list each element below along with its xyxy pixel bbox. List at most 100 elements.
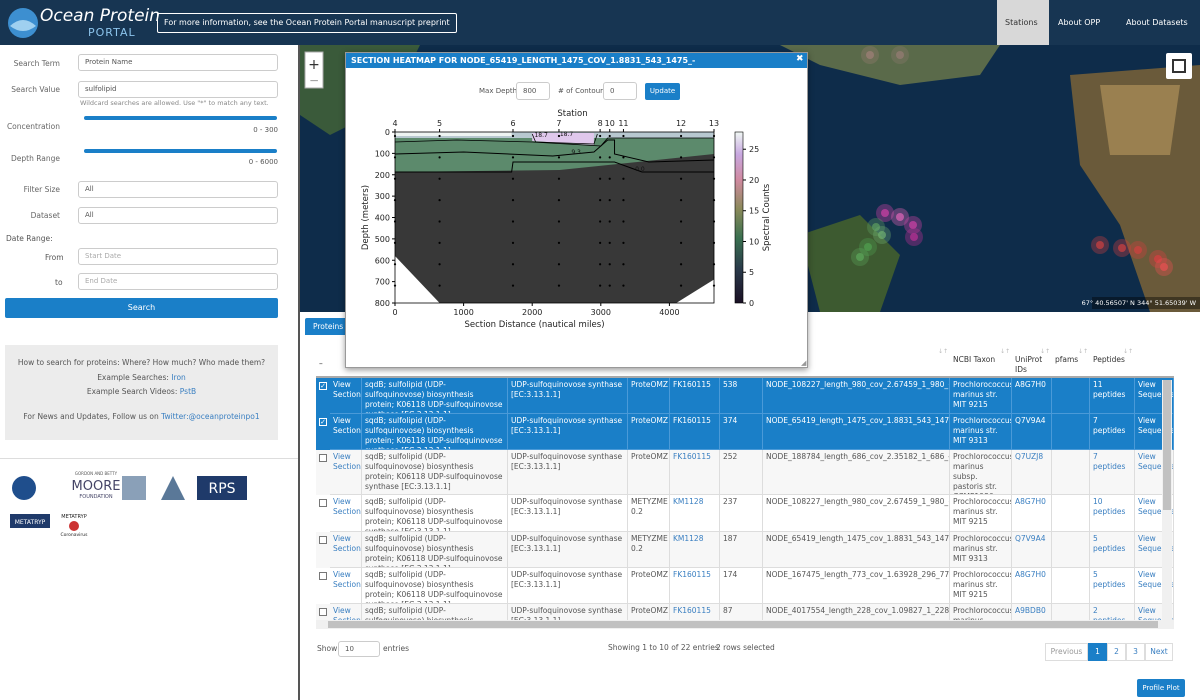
table-cell[interactable]: Q7V9A4 (1012, 414, 1052, 450)
row-checkbox[interactable] (319, 572, 327, 580)
row-checkbox[interactable]: ✓ (319, 382, 327, 390)
page-previous[interactable]: Previous (1045, 643, 1088, 661)
table-cell: Prochlorococcus marinus str. MIT 9215 (950, 495, 1012, 532)
table-cell[interactable]: A8G7H0 (1012, 495, 1052, 532)
table-cell[interactable]: 10 peptides (1090, 495, 1135, 532)
table-cell[interactable]: View Section (330, 414, 362, 450)
v-scrollbar[interactable] (1162, 380, 1172, 620)
colorbar-tick-label: 5 (749, 268, 754, 277)
sample-dot (679, 134, 683, 138)
table-cell[interactable]: KM1128 (670, 532, 720, 568)
resize-handle[interactable]: ◢ (801, 359, 807, 367)
table-cell[interactable]: View Sequence (1135, 604, 1174, 620)
table-cell[interactable]: View Sequence (1135, 495, 1174, 532)
table-cell: 174 (720, 568, 763, 604)
table-cell[interactable]: FK160115 (670, 604, 720, 620)
row-checkbox[interactable]: ✓ (319, 418, 327, 426)
table-cell: sqdB; sulfolipid (UDP-sulfoquinovose) bi… (362, 450, 508, 495)
select[interactable]: All (78, 207, 278, 224)
close-button[interactable]: ✖ (796, 54, 804, 64)
row-checkbox[interactable] (319, 608, 327, 616)
h-scrollbar[interactable] (316, 620, 1174, 629)
mask (676, 279, 714, 303)
help-box: How to search for proteins: Where? How m… (5, 345, 278, 440)
row-checkbox[interactable] (319, 499, 327, 507)
table-cell[interactable]: 5 peptides (1090, 568, 1135, 604)
nav-tab[interactable]: About OPP (1058, 18, 1101, 27)
nav-tab[interactable]: About Datasets (1126, 18, 1188, 27)
link[interactable]: PstB (179, 387, 197, 396)
input[interactable]: sulfolipid (78, 81, 278, 98)
slider[interactable] (84, 116, 277, 120)
update-button[interactable]: Update (645, 83, 680, 100)
nav-tab[interactable]: Stations (997, 0, 1049, 45)
link[interactable]: Twitter: (161, 412, 189, 421)
table-cell[interactable]: View Sequence (1135, 450, 1174, 495)
tab[interactable]: Proteins F (305, 318, 355, 335)
contours-input[interactable]: 0 (603, 82, 637, 100)
sample-dot (599, 220, 602, 223)
table-cell[interactable]: KM1128 (670, 495, 720, 532)
table-cell[interactable]: View Sequence (1135, 378, 1174, 414)
table-cell[interactable]: FK160115 (670, 568, 720, 604)
page-button[interactable]: 1 (1088, 643, 1107, 661)
date-input[interactable]: End Date (78, 273, 278, 290)
table-cell: Prochlorococcus marinus (950, 604, 1012, 620)
table-cell[interactable]: A9BDB0 (1012, 604, 1052, 620)
table-cell[interactable]: 11 peptides (1090, 378, 1135, 414)
row-checkbox[interactable] (319, 454, 327, 462)
table-cell[interactable]: A8G7H0 (1012, 378, 1052, 414)
preprint-button[interactable]: For more information, see the Ocean Prot… (157, 13, 457, 33)
table-cell: UDP-sulfoquinovose synthase [EC:3.13.1.1… (508, 414, 628, 450)
logo-text: METATRYP (15, 519, 46, 526)
slider[interactable] (84, 149, 277, 153)
table-cell[interactable]: View Section (330, 568, 362, 604)
page-button[interactable]: 3 (1126, 643, 1145, 661)
table-cell[interactable]: View Section (330, 495, 362, 532)
date-input[interactable]: Start Date (78, 248, 278, 265)
page-next[interactable]: Next (1145, 643, 1173, 661)
select[interactable]: All (78, 181, 278, 198)
table-cell[interactable]: Q7UZJ8 (1012, 450, 1052, 495)
link[interactable]: @oceanproteinpo1 (188, 412, 260, 421)
table-cell[interactable]: FK160115 (670, 378, 720, 414)
link[interactable]: Iron (171, 373, 186, 382)
page-size-select[interactable]: 10 (338, 641, 380, 657)
label: # of Contours (558, 87, 607, 95)
table-cell[interactable]: View Sequence (1135, 568, 1174, 604)
table-cell: 237 (720, 495, 763, 532)
table-cell[interactable]: 5 peptides (1090, 532, 1135, 568)
zoom-in[interactable]: + (308, 57, 320, 73)
station-marker (856, 253, 864, 261)
table-cell: NODE_108227_length_980_cov_2.67459_1_980… (763, 378, 950, 414)
table-cell: 374 (720, 414, 763, 450)
search-button[interactable]: Search (5, 298, 278, 318)
table-cell[interactable]: View Section (330, 450, 362, 495)
table-cell[interactable]: 7 peptides (1090, 450, 1135, 495)
table-cell[interactable]: Q7V9A4 (1012, 532, 1052, 568)
table-cell[interactable]: View Sequence (1135, 532, 1174, 568)
table-cell[interactable]: View Section (330, 604, 362, 620)
table-cell[interactable]: A8G7H0 (1012, 568, 1052, 604)
contour (531, 133, 598, 145)
page-button[interactable]: 2 (1107, 643, 1126, 661)
colorbar-tick-label: 20 (749, 176, 759, 185)
sample-dot (511, 134, 515, 138)
table-cell[interactable]: View Section (330, 532, 362, 568)
table-cell[interactable]: FK160115 (670, 450, 720, 495)
max-depth-input[interactable]: 800 (516, 82, 550, 100)
sort-icon: ↓↑ (938, 348, 949, 355)
fullscreen-button[interactable] (1166, 53, 1192, 79)
select[interactable]: Protein Name (78, 54, 278, 71)
table-cell[interactable]: View Sequence (1135, 414, 1174, 450)
table-cell[interactable]: View Section (330, 378, 362, 414)
table-cell: ProteOMZ (628, 568, 670, 604)
table-cell[interactable]: 2 peptides (1090, 604, 1135, 620)
profile-plot-button[interactable]: Profile Plot (1137, 679, 1185, 697)
table-row: ✓ View Section sqdB; sulfolipid (UDP-sulfo… (316, 378, 1174, 414)
row-checkbox[interactable] (319, 536, 327, 544)
zoom-out[interactable]: − (309, 74, 319, 88)
sample-dot (622, 241, 625, 244)
table-cell[interactable]: FK160115 (670, 414, 720, 450)
table-cell[interactable]: 7 peptides (1090, 414, 1135, 450)
